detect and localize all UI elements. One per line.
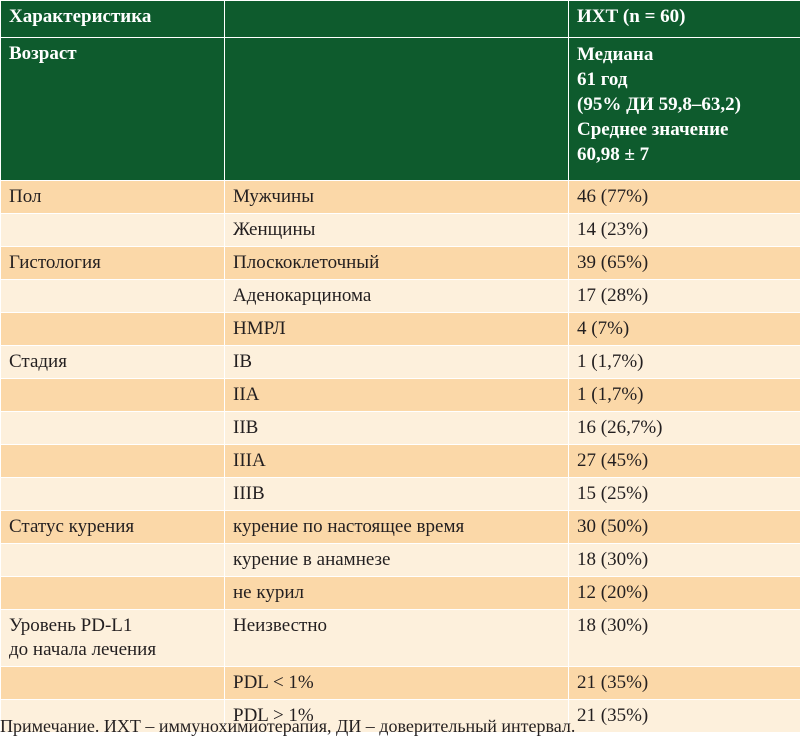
age-mean-value: 60,98 ± 7 xyxy=(577,144,650,165)
table-row: PDL < 1% 21 (35%) xyxy=(0,666,800,700)
row-group: Статус курения xyxy=(0,510,225,544)
table-row: Стадия IB 1 (1,7%) xyxy=(0,345,800,379)
row-item: не курил xyxy=(224,576,569,610)
row-item: НМРЛ xyxy=(224,312,569,346)
row-item: IIB xyxy=(224,411,569,445)
table-row: PDL > 1% 21 (35%) xyxy=(0,699,800,733)
row-item: Неизвестно xyxy=(224,609,569,667)
row-group xyxy=(0,411,225,445)
row-value: 15 (25%) xyxy=(568,477,800,511)
age-label: Возраст xyxy=(0,37,225,181)
row-value: 4 (7%) xyxy=(568,312,800,346)
row-item: IB xyxy=(224,345,569,379)
row-value: 17 (28%) xyxy=(568,279,800,313)
row-group xyxy=(0,576,225,610)
row-item: IIIB xyxy=(224,477,569,511)
row-item: Плоскоклеточный xyxy=(224,246,569,280)
table-row: Статус курения курение по настоящее врем… xyxy=(0,510,800,544)
row-value: 1 (1,7%) xyxy=(568,345,800,379)
age-mean-label: Среднее значение xyxy=(577,119,729,140)
row-group xyxy=(0,543,225,577)
header-empty xyxy=(224,0,569,38)
row-value: 18 (30%) xyxy=(568,543,800,577)
row-item: PDL > 1% xyxy=(224,699,569,733)
table-row: не курил 12 (20%) xyxy=(0,576,800,610)
row-group xyxy=(0,666,225,700)
row-item: курение в анамнезе xyxy=(224,543,569,577)
age-row: Возраст Медиана 61 год (95% ДИ 59,8–63,2… xyxy=(0,37,800,181)
row-group: Пол xyxy=(0,180,225,214)
row-value: 14 (23%) xyxy=(568,213,800,247)
row-value: 27 (45%) xyxy=(568,444,800,478)
row-item: PDL < 1% xyxy=(224,666,569,700)
table-note: Примечание. ИХТ – иммунохимиотерапия, ДИ… xyxy=(0,716,576,736)
table-row: НМРЛ 4 (7%) xyxy=(0,312,800,346)
row-item: IIA xyxy=(224,378,569,412)
table-row: IIB 16 (26,7%) xyxy=(0,411,800,445)
age-median-value: 61 год xyxy=(577,69,628,90)
row-item: Мужчины xyxy=(224,180,569,214)
row-item: курение по настоящее время xyxy=(224,510,569,544)
row-value: 1 (1,7%) xyxy=(568,378,800,412)
row-group xyxy=(0,699,225,733)
row-value: 30 (50%) xyxy=(568,510,800,544)
row-group-line1: Уровень PD-L1 xyxy=(9,615,133,636)
row-group xyxy=(0,477,225,511)
row-group xyxy=(0,213,225,247)
row-group: Стадия xyxy=(0,345,225,379)
row-group xyxy=(0,444,225,478)
header-characteristic: Характеристика xyxy=(0,0,225,38)
row-value: 21 (35%) xyxy=(568,666,800,700)
table-row: Аденокарцинома 17 (28%) xyxy=(0,279,800,313)
age-ci: (95% ДИ 59,8–63,2) xyxy=(577,94,742,115)
row-value: 18 (30%) xyxy=(568,609,800,667)
table-row: IIA 1 (1,7%) xyxy=(0,378,800,412)
table-header-row: Характеристика ИХТ (n = 60) xyxy=(0,0,800,38)
row-group xyxy=(0,378,225,412)
table-row: Пол Мужчины 46 (77%) xyxy=(0,180,800,214)
table-row: курение в анамнезе 18 (30%) xyxy=(0,543,800,577)
age-values: Медиана 61 год (95% ДИ 59,8–63,2) Средне… xyxy=(568,37,800,181)
row-group: Уровень PD-L1 до начала лечения xyxy=(0,609,225,667)
row-value: 39 (65%) xyxy=(568,246,800,280)
row-group xyxy=(0,312,225,346)
table-row: Женщины 14 (23%) xyxy=(0,213,800,247)
row-value: 12 (20%) xyxy=(568,576,800,610)
row-item: Женщины xyxy=(224,213,569,247)
row-item: Аденокарцинома xyxy=(224,279,569,313)
row-value: 21 (35%) xyxy=(568,699,800,733)
row-group: Гистология xyxy=(0,246,225,280)
table-row: Уровень PD-L1 до начала лечения Неизвест… xyxy=(0,609,800,667)
row-value: 16 (26,7%) xyxy=(568,411,800,445)
row-value: 46 (77%) xyxy=(568,180,800,214)
age-median-label: Медиана xyxy=(577,44,654,65)
age-empty xyxy=(224,37,569,181)
table-row: IIIB 15 (25%) xyxy=(0,477,800,511)
row-group xyxy=(0,279,225,313)
table-row: Гистология Плоскоклеточный 39 (65%) xyxy=(0,246,800,280)
row-group-line2: до начала лечения xyxy=(9,639,157,660)
table-row: IIIA 27 (45%) xyxy=(0,444,800,478)
header-ikht: ИХТ (n = 60) xyxy=(568,0,800,38)
row-item: IIIA xyxy=(224,444,569,478)
